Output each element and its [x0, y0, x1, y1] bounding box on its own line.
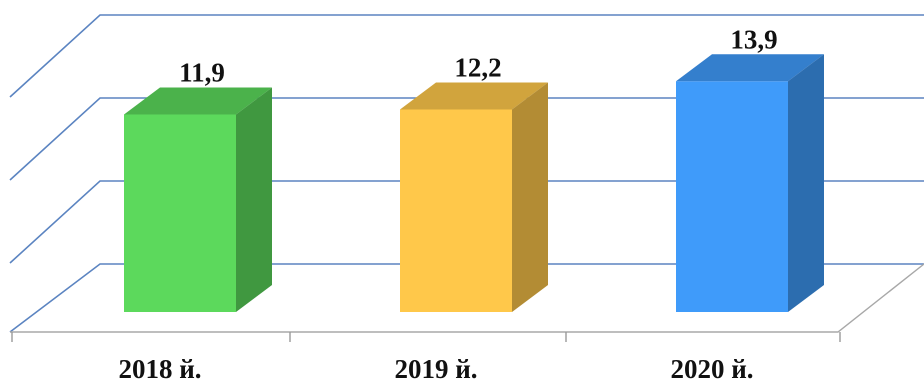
bar [676, 54, 824, 312]
bar-front [400, 109, 512, 312]
labels: 11,9 2018 й. 12,2 2019 й. 13,9 2020 й. [118, 24, 777, 384]
floor-back-edge [9, 263, 924, 333]
floor-front-edge [10, 263, 924, 333]
chart-floor [9, 263, 924, 342]
bar-top [400, 82, 548, 110]
bar-side [788, 54, 824, 312]
bar [124, 87, 272, 313]
category-label: 2019 й. [394, 354, 477, 384]
bar-top [676, 54, 824, 82]
bars [124, 54, 824, 313]
value-label: 13,9 [730, 24, 777, 54]
gridline [9, 180, 924, 264]
bar-front [124, 114, 236, 313]
value-label: 11,9 [179, 57, 225, 87]
gridline [9, 14, 924, 98]
bar-front [676, 81, 788, 312]
bar-top [124, 87, 272, 115]
bar-side [236, 87, 272, 313]
category-label: 2020 й. [670, 354, 753, 384]
gridlines [9, 14, 924, 264]
value-label: 12,2 [454, 52, 501, 82]
bar-side [512, 82, 548, 312]
category-label: 2018 й. [118, 354, 201, 384]
gridline [9, 97, 924, 181]
bar [400, 82, 548, 312]
